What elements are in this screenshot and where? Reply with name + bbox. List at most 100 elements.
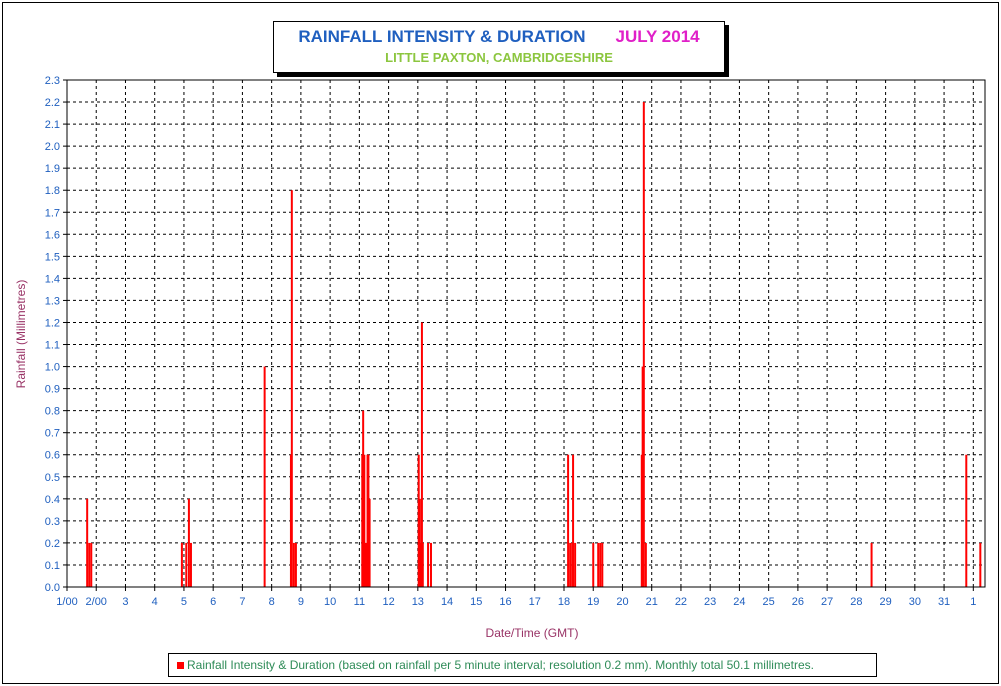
y-axis-label: Rainfall (Millimetres): [14, 280, 28, 389]
rainfall-bar: [88, 542, 91, 587]
x-tick-label: 18: [558, 596, 570, 608]
y-tick-label: 1.1: [45, 340, 60, 352]
y-tick-label: 1.2: [45, 317, 60, 329]
rainfall-bar: [420, 322, 423, 587]
x-tick-label: 31: [938, 596, 950, 608]
y-tick-label: 1.9: [45, 163, 60, 175]
rainfall-bar: [427, 542, 430, 587]
y-tick-label: 2.0: [45, 141, 60, 153]
rainfall-bar: [189, 542, 192, 587]
rainfall-bar: [364, 542, 367, 587]
rainfall-bar: [965, 454, 968, 587]
x-tick-label: 15: [470, 596, 482, 608]
rainfall-bar: [567, 454, 570, 587]
y-tick-label: 2.1: [45, 119, 60, 131]
plot-border: [66, 79, 986, 588]
y-tick-label: 1.7: [45, 207, 60, 219]
rainfall-bar: [419, 542, 422, 587]
x-tick-labels: 1/00 2/00 3 4 5 6 7 8 9 10 11 12 13 14 15 16 17 18 19 20 21 2…: [56, 596, 976, 608]
y-tick-label: 1.0: [45, 362, 60, 374]
y-tick-label: 0.8: [45, 406, 60, 418]
rainfall-bar: [979, 542, 982, 587]
rainfall-bar: [599, 542, 602, 587]
x-tick-label: 2/00: [86, 596, 107, 608]
x-axis-label: Date/Time (GMT): [486, 626, 579, 640]
x-tick-label: 5: [181, 596, 187, 608]
x-tick-label: 19: [587, 596, 599, 608]
rainfall-bar: [421, 542, 424, 587]
y-tick-label: 0.2: [45, 538, 60, 550]
axes: [63, 79, 986, 591]
rainfall-bar: [187, 498, 190, 587]
y-tick-label: 0.1: [45, 560, 60, 572]
rainfall-bar: [572, 454, 575, 587]
y-tick-label: 2.2: [45, 97, 60, 109]
x-tick-label: 6: [210, 596, 216, 608]
x-tick-label: 3: [122, 596, 128, 608]
rainfall-bar: [180, 542, 183, 587]
bars: [86, 102, 982, 587]
x-tick-label: 4: [152, 596, 158, 608]
x-tick-label: 28: [850, 596, 862, 608]
y-tick-label: 2.3: [45, 75, 60, 87]
y-tick-label: 0.9: [45, 384, 60, 396]
rainfall-bar: [263, 366, 266, 587]
grid: [67, 79, 985, 587]
rainfall-bar: [429, 542, 432, 587]
chart-title: RAINFALL INTENSITY & DURATION JULY 2014: [274, 27, 724, 47]
x-tick-label: 13: [412, 596, 424, 608]
x-tick-label: 30: [909, 596, 921, 608]
rainfall-bar: [641, 366, 644, 587]
y-tick-label: 0.3: [45, 516, 60, 528]
title-month: JULY 2014: [615, 27, 700, 46]
y-tick-label: 0.5: [45, 472, 60, 484]
x-tick-label: 7: [239, 596, 245, 608]
rainfall-bar: [365, 542, 368, 587]
title-text: RAINFALL INTENSITY & DURATION: [298, 27, 586, 46]
y-tick-label: 0.6: [45, 450, 60, 462]
x-tick-label: 14: [441, 596, 453, 608]
rainfall-bar: [592, 542, 595, 587]
x-tick-label: 9: [298, 596, 304, 608]
rainfall-bar: [292, 542, 295, 587]
rainfall-bar: [185, 542, 188, 587]
x-tick-label: 24: [733, 596, 745, 608]
rainfall-bar: [90, 542, 93, 587]
y-tick-label: 1.5: [45, 251, 60, 263]
x-tick-label: 17: [529, 596, 541, 608]
x-tick-label: 25: [763, 596, 775, 608]
x-tick-label: 10: [324, 596, 336, 608]
rainfall-bar: [86, 498, 89, 587]
rainfall-bar: [569, 542, 572, 587]
rainfall-bar: [597, 542, 600, 587]
y-tick-label: 1.8: [45, 185, 60, 197]
rainfall-bar: [644, 542, 647, 587]
y-tick-labels: 0.0 0.1 0.2 0.3 0.4 0.5 0.6 0.7 0.8 0.9 1.0 1.1 1.2 1…: [45, 75, 60, 594]
x-tick-label: 11: [354, 596, 365, 608]
chart-subtitle: LITTLE PAXTON, CAMBRIDGESHIRE: [385, 50, 613, 65]
legend: Rainfall Intensity & Duration (based on …: [168, 653, 877, 677]
rainfall-bar: [574, 542, 577, 587]
rainfall-bar: [294, 542, 297, 587]
y-tick-label: 1.3: [45, 295, 60, 307]
x-tick-label: 16: [499, 596, 511, 608]
x-tick-label: 21: [646, 596, 658, 608]
y-tick-label: 0.7: [45, 428, 60, 440]
x-tick-label: 12: [382, 596, 394, 608]
x-tick-label: 1: [970, 596, 976, 608]
y-tick-label: 0.4: [45, 494, 60, 506]
x-tick-label: 29: [879, 596, 891, 608]
y-tick-label: 0.0: [45, 582, 60, 594]
x-tick-label: 26: [792, 596, 804, 608]
x-tick-label: 23: [704, 596, 716, 608]
y-tick-label: 1.4: [45, 273, 60, 285]
y-tick-label: 1.6: [45, 229, 60, 241]
rainfall-bar: [368, 498, 371, 587]
x-tick-label: 20: [616, 596, 628, 608]
x-tick-label: 27: [821, 596, 833, 608]
rainfall-bar: [363, 454, 366, 587]
legend-swatch: [177, 662, 184, 669]
x-tick-label: 8: [269, 596, 275, 608]
